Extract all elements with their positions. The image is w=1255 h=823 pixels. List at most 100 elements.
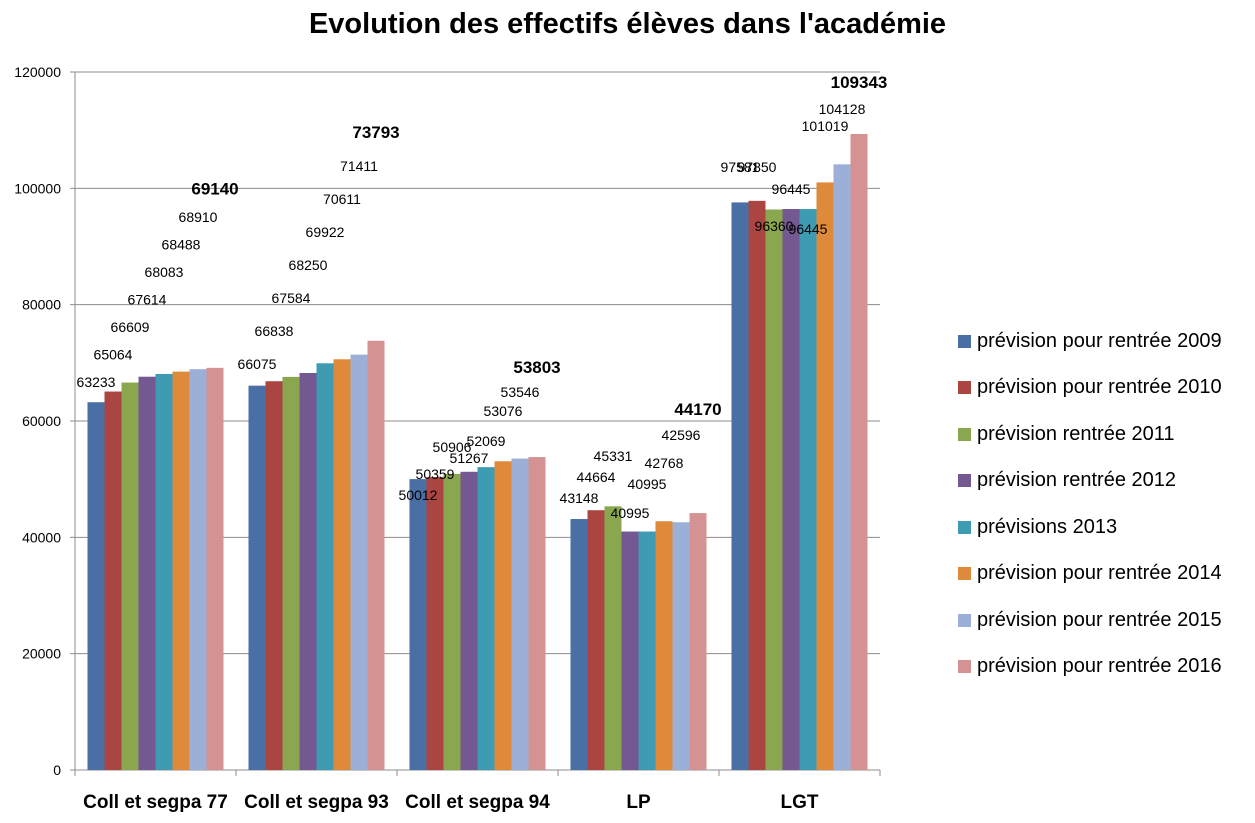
data-label: 68488 xyxy=(162,237,201,253)
legend-label: prévision pour rentrée 2014 xyxy=(977,562,1222,585)
data-label: 67584 xyxy=(272,290,311,306)
data-label: 53076 xyxy=(484,403,523,419)
data-label: 50906 xyxy=(433,439,472,455)
data-label: 96445 xyxy=(772,181,811,197)
data-label: 68083 xyxy=(145,264,184,280)
data-label: 51267 xyxy=(450,450,489,466)
bar xyxy=(206,367,224,770)
legend-swatch xyxy=(958,334,971,348)
data-label: 71411 xyxy=(340,158,378,174)
bar xyxy=(299,373,317,770)
data-label: 44664 xyxy=(577,469,616,485)
bar xyxy=(689,513,707,770)
y-tick-label: 40000 xyxy=(22,529,61,545)
legend-swatch xyxy=(958,567,971,581)
data-label: 69922 xyxy=(306,224,345,240)
y-tick-label: 60000 xyxy=(22,413,61,429)
chart-title: Evolution des effectifs élèves dans l'ac… xyxy=(308,8,947,40)
data-label: 104128 xyxy=(819,101,866,117)
data-label: 109343 xyxy=(831,73,888,92)
legend-label: prévision rentrée 2012 xyxy=(977,469,1177,492)
legend-swatch xyxy=(958,381,971,395)
data-label: 52069 xyxy=(467,433,506,449)
data-label: 73793 xyxy=(352,123,399,142)
legend-label: prévision pour rentrée 2016 xyxy=(977,655,1222,678)
bar xyxy=(511,458,529,770)
bar xyxy=(350,354,368,770)
data-label: 66075 xyxy=(238,356,277,372)
y-tick-label: 20000 xyxy=(22,646,61,662)
data-label: 66838 xyxy=(255,323,294,339)
y-tick-label: 80000 xyxy=(22,297,61,313)
data-label: 68250 xyxy=(289,257,328,273)
legend-swatch xyxy=(958,613,971,627)
bar xyxy=(621,531,639,770)
legend-item: prévision pour rentrée 2016 xyxy=(958,644,1222,691)
data-label: 44170 xyxy=(674,400,721,419)
bar xyxy=(409,479,427,770)
bar xyxy=(477,467,495,770)
bar xyxy=(528,457,546,770)
data-label: 50359 xyxy=(416,466,455,482)
data-label: 42596 xyxy=(662,427,701,443)
data-label: 97581 xyxy=(721,159,760,175)
legend-item: prévision pour rentrée 2009 xyxy=(958,318,1222,365)
bar xyxy=(121,382,139,770)
bar xyxy=(460,471,478,770)
legend-label: prévision rentrée 2011 xyxy=(977,422,1175,445)
legend-label: prévision pour rentrée 2015 xyxy=(977,608,1222,631)
bar xyxy=(87,402,105,770)
data-label: 65064 xyxy=(94,347,133,363)
legend-item: prévision pour rentrée 2015 xyxy=(958,597,1222,644)
x-category-label: Coll et segpa 94 xyxy=(405,792,550,813)
bar xyxy=(316,363,334,770)
x-category-label: Coll et segpa 93 xyxy=(244,792,389,813)
bar xyxy=(443,473,461,770)
legend-item: prévisions 2013 xyxy=(958,504,1222,551)
bar xyxy=(155,373,173,770)
bar xyxy=(850,133,868,770)
data-label: 96360 xyxy=(755,218,794,234)
bar xyxy=(138,376,156,770)
legend-swatch xyxy=(958,520,971,534)
data-label: 40995 xyxy=(611,505,650,521)
chart-legend: prévision pour rentrée 2009 prévision pou… xyxy=(958,318,1222,690)
legend-item: prévision pour rentrée 2014 xyxy=(958,551,1222,598)
bar xyxy=(104,391,122,770)
bar xyxy=(172,371,190,770)
data-label: 42768 xyxy=(645,455,684,471)
x-category-label: LGT xyxy=(781,792,819,813)
bar xyxy=(655,521,673,770)
legend-item: prévision rentrée 2011 xyxy=(958,411,1222,458)
bar xyxy=(782,209,800,770)
data-label: 70611 xyxy=(323,191,361,207)
legend-swatch xyxy=(958,660,971,674)
bar xyxy=(265,381,283,770)
bar xyxy=(731,202,749,770)
legend-label: prévisions 2013 xyxy=(977,515,1118,538)
legend-swatch xyxy=(958,427,971,441)
x-category-label: LP xyxy=(626,792,651,813)
bar xyxy=(189,369,207,770)
data-label: 66609 xyxy=(111,319,150,335)
data-label: 53803 xyxy=(513,358,560,377)
legend-item: prévision pour rentrée 2010 xyxy=(958,365,1222,412)
y-tick-label: 120000 xyxy=(14,64,61,80)
bar xyxy=(748,200,766,770)
bar xyxy=(367,340,385,770)
bar xyxy=(494,461,512,770)
legend-swatch xyxy=(958,474,971,488)
bar xyxy=(282,376,300,770)
bar xyxy=(333,359,351,770)
data-label: 50012 xyxy=(399,487,438,503)
legend-label: prévision pour rentrée 2009 xyxy=(977,329,1222,352)
bar xyxy=(570,519,588,770)
y-tick-label: 0 xyxy=(53,762,61,778)
bar xyxy=(833,164,851,770)
data-label: 96445 xyxy=(789,221,828,237)
data-label: 45331 xyxy=(594,448,633,464)
data-label: 67614 xyxy=(128,292,167,308)
bar xyxy=(765,209,783,771)
data-label: 53546 xyxy=(501,384,540,400)
